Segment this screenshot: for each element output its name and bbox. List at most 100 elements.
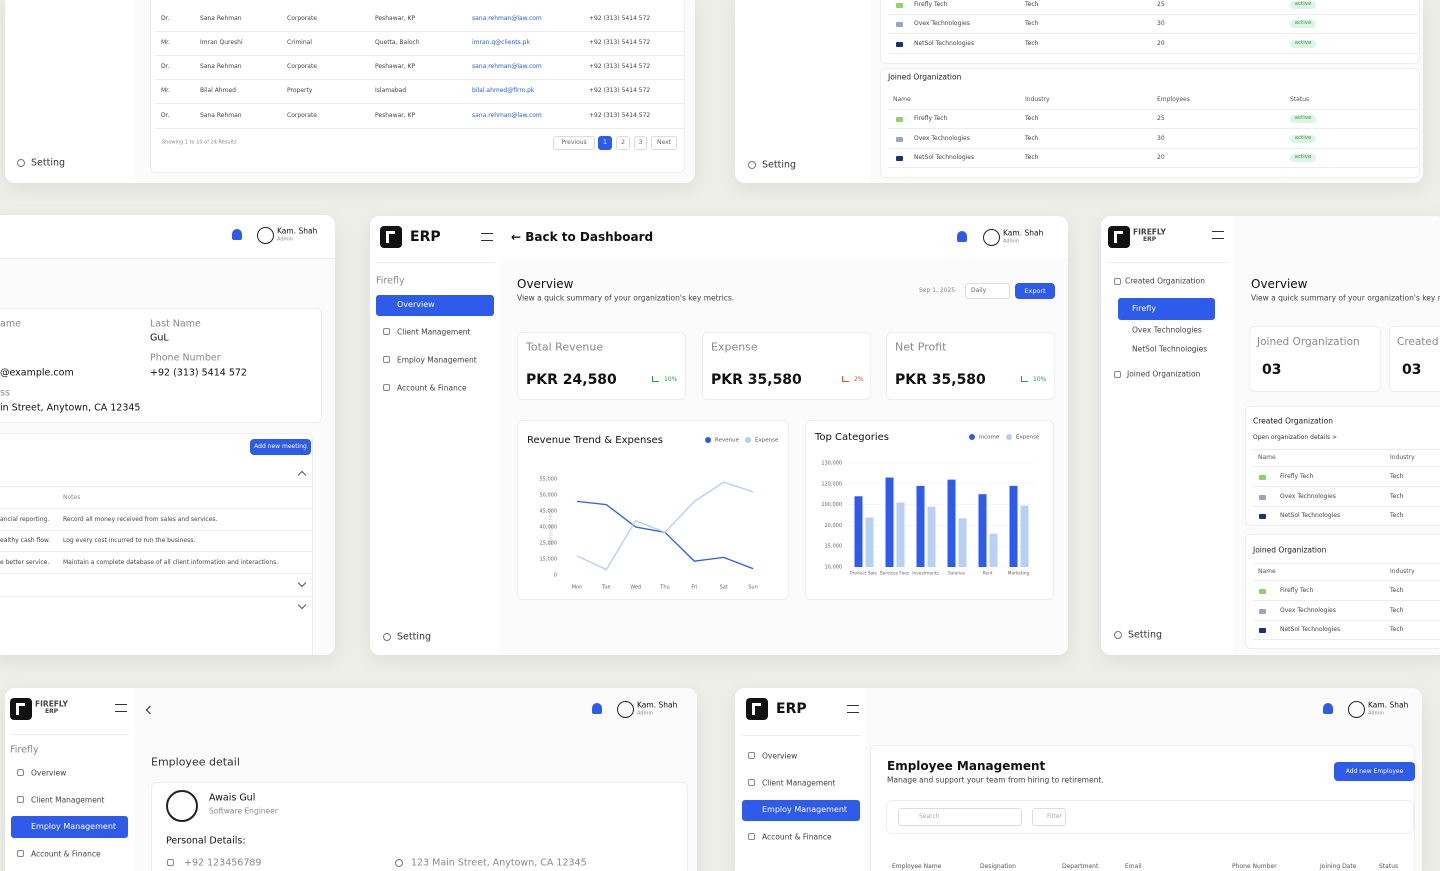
row-divider xyxy=(1253,563,1440,564)
nav-item[interactable]: Employ Management xyxy=(11,816,128,838)
pagination-button[interactable]: 1 xyxy=(598,136,612,150)
nav-item[interactable]: Client Management xyxy=(762,778,836,788)
brand-logo xyxy=(10,698,32,720)
employee-role: Software Engineer xyxy=(209,806,278,816)
setting-icon xyxy=(748,161,756,169)
period-select[interactable]: Daily xyxy=(965,283,1010,299)
page-title: Employee detail xyxy=(151,755,240,769)
user-role: Admin xyxy=(1003,238,1019,245)
row-divider xyxy=(888,33,1418,34)
status-badge: active xyxy=(1290,154,1316,162)
back-link[interactable]: ← Back to Dashboard xyxy=(511,230,654,244)
nav-item[interactable]: NetSol Technologies xyxy=(1132,344,1208,354)
stat-label: Expense xyxy=(711,340,758,354)
setting-link[interactable]: Setting xyxy=(31,157,66,169)
table-cell: 20 xyxy=(1157,154,1165,161)
table-cell: Tech xyxy=(1390,607,1404,614)
field-label: ss xyxy=(0,387,10,399)
row-divider xyxy=(0,596,313,597)
notification-bell xyxy=(957,231,967,242)
table-cell: Mr. xyxy=(161,87,170,94)
organization-panel xyxy=(735,0,1423,183)
pagination-button[interactable]: Next xyxy=(651,136,677,150)
brand-logo xyxy=(380,226,402,248)
nav-item[interactable]: Employ Management xyxy=(742,799,860,821)
add-employee-button[interactable]: Add new Employee xyxy=(1334,762,1415,781)
row-divider xyxy=(10,734,129,735)
table-card xyxy=(150,0,685,173)
page-subtitle: Manage and support your team from hiring… xyxy=(887,775,1104,785)
section-title: Joined Organization xyxy=(888,72,962,82)
pagination-button[interactable]: Previous xyxy=(553,136,595,150)
notification-bell xyxy=(592,703,602,714)
row-divider xyxy=(1253,620,1440,621)
export-button[interactable]: Export xyxy=(1015,283,1055,299)
setting-link[interactable]: Setting xyxy=(1128,629,1163,641)
setting-link[interactable]: Setting xyxy=(397,631,432,643)
row-divider xyxy=(0,508,313,509)
table-cell: Tech xyxy=(1390,626,1404,633)
nav-item[interactable]: Account & Finance xyxy=(397,383,467,393)
stat-card xyxy=(517,332,686,400)
phone-icon xyxy=(167,859,174,866)
status-badge: active xyxy=(1290,1,1316,9)
table-cell: Sana Rehman xyxy=(200,112,242,119)
table-cell: +92 (313) 5414 572 xyxy=(589,15,651,22)
chart-card xyxy=(805,420,1054,600)
stat-value: 03 xyxy=(1262,362,1282,378)
column-header: Department xyxy=(1062,863,1099,870)
nav-item[interactable]: Client Management xyxy=(397,327,471,337)
table-cell: 30 xyxy=(1157,20,1165,27)
nav-item[interactable]: Firefly xyxy=(1118,298,1215,320)
stat-value: 03 xyxy=(1402,362,1422,378)
sidebar xyxy=(735,0,870,183)
menu-toggle xyxy=(847,705,859,713)
organization-logo xyxy=(896,137,903,142)
nav-item[interactable]: Account & Finance xyxy=(31,849,101,859)
nav-item[interactable]: Overview xyxy=(376,294,494,316)
table-cell: Log every cost incurred to run the busin… xyxy=(63,537,196,544)
nav-item[interactable]: Overview xyxy=(762,751,798,761)
filter-button[interactable]: Filter xyxy=(1032,808,1066,826)
field-label: Phone Number xyxy=(150,352,221,364)
brand-name: FIREFLY xyxy=(35,699,68,709)
column-header: Name xyxy=(893,96,911,103)
pagination-button[interactable]: 3 xyxy=(634,136,647,150)
location-icon xyxy=(395,859,403,867)
nav-icon xyxy=(17,850,24,857)
user-role: Admin xyxy=(637,710,653,717)
table-cell: Imran Qureshi xyxy=(200,39,243,46)
nav-item[interactable]: Employ Management xyxy=(397,355,477,365)
stat-card xyxy=(1389,326,1440,392)
joined-card xyxy=(880,68,1420,178)
table-cell: sana.rehman@law.com xyxy=(472,112,542,119)
table-cell: e better service. xyxy=(0,559,50,566)
user-name: Kam. Shah xyxy=(1003,228,1044,238)
nav-item[interactable]: Overview xyxy=(31,768,67,778)
table-cell: Peshawar, KP xyxy=(375,15,416,22)
row-divider xyxy=(1253,639,1440,640)
nav-item[interactable]: Account & Finance xyxy=(762,832,832,842)
table-cell: imran.q@clients.pk xyxy=(472,39,530,46)
details-link[interactable]: Open organization details > xyxy=(1253,434,1338,441)
nav-item[interactable]: Ovex Technologies xyxy=(1132,325,1202,335)
nav-group[interactable]: Joined Organization xyxy=(1127,369,1201,379)
pagination-button[interactable]: 2 xyxy=(616,136,630,150)
column-header: Industry xyxy=(1390,568,1415,575)
status-badge: active xyxy=(1290,115,1316,123)
user-name: Kam. Shah xyxy=(637,700,678,710)
nav-item[interactable]: Client Management xyxy=(31,795,105,805)
table-cell: Tech xyxy=(1025,40,1039,47)
row-divider xyxy=(155,31,683,32)
menu-toggle xyxy=(481,233,493,241)
stat-value: PKR 35,580 xyxy=(895,372,986,388)
user-role: Admin xyxy=(277,236,293,243)
row-divider xyxy=(0,486,313,487)
table-cell: Tech xyxy=(1390,512,1404,519)
search-input[interactable]: Search xyxy=(898,808,1022,826)
nav-group[interactable]: Created Organization xyxy=(1125,276,1206,286)
setting-link[interactable]: Setting xyxy=(762,159,797,171)
add-meeting-button[interactable]: Add new meeting xyxy=(250,439,311,455)
nav-group: Firefly xyxy=(376,275,405,287)
row-divider xyxy=(1253,486,1440,487)
